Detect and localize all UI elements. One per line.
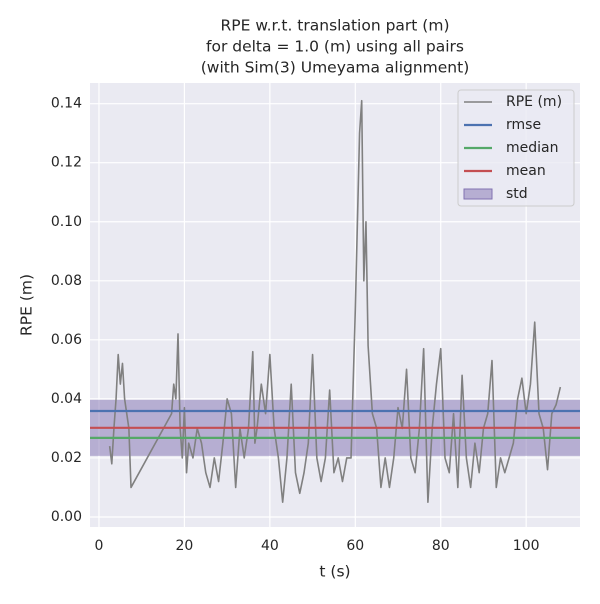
y-tick-label: 0.04 [51,391,82,407]
x-tick-label: 40 [261,538,279,554]
y-tick-label: 0.06 [51,332,82,348]
y-axis-label: RPE (m) [18,274,36,336]
y-tick-label: 0.08 [51,273,82,289]
legend-label: median [506,140,558,156]
x-tick-label: 0 [95,538,104,554]
x-tick-label: 80 [432,538,450,554]
x-tick-label: 100 [513,538,540,554]
legend-swatch [463,188,493,200]
legend-label: rmse [506,117,541,133]
chart-title: (with Sim(3) Umeyama alignment) [201,59,470,77]
x-tick-label: 60 [346,538,364,554]
y-tick-label: 0.12 [51,155,82,171]
chart-title: for delta = 1.0 (m) using all pairs [206,38,464,56]
legend-label: RPE (m) [506,94,562,110]
x-axis-label: t (s) [319,563,350,581]
legend-label: mean [506,163,546,179]
y-tick-label: 0.10 [51,214,82,230]
chart-title: RPE w.r.t. translation part (m) [220,17,449,35]
y-tick-label: 0.02 [51,450,82,466]
x-tick-label: 20 [175,538,193,554]
legend-box [457,89,575,207]
data-line [108,99,562,504]
y-tick-label: 0.00 [51,509,82,525]
y-tick-label: 0.14 [51,96,82,112]
legend-label: std [506,186,528,202]
